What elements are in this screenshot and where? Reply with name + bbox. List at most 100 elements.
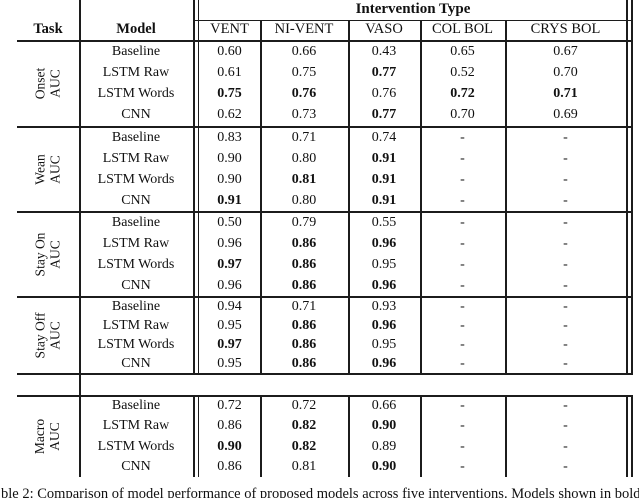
table-row: LSTM Words 0.97 0.86 0.95 - - (79, 254, 633, 275)
value-cell: 0.71 (291, 298, 317, 314)
table-row: CNN 0.62 0.73 0.77 0.70 0.69 (79, 105, 633, 126)
value-cell: - (460, 458, 465, 474)
intervention-type-header: Intervention Type (355, 1, 471, 17)
value-cell: 0.93 (371, 298, 397, 314)
value-cell: - (563, 317, 568, 333)
table-row: LSTM Words 0.90 0.81 0.91 - - (79, 169, 633, 190)
table-rule-after-stay-off (17, 373, 633, 375)
value-cell: - (563, 277, 568, 293)
table-rule-right-double-left (626, 0, 628, 374)
value-cell: 0.90 (371, 418, 397, 434)
value-cell: 0.72 (450, 86, 475, 102)
value-cell: 0.96 (371, 235, 397, 251)
model-cell: LSTM Raw (102, 235, 170, 251)
value-cell: 0.97 (217, 256, 242, 272)
value-cell: - (563, 458, 568, 474)
task-label-stay-on: Stay On AUC (17, 212, 79, 296)
value-cell: 0.91 (217, 192, 242, 208)
value-cell: 0.79 (291, 214, 317, 230)
model-cell: LSTM Words (97, 438, 175, 454)
value-cell: 0.86 (217, 458, 242, 474)
column-header-ni-vent: NI-VENT (274, 21, 334, 38)
value-cell: 0.75 (217, 86, 242, 102)
model-cell: Baseline (111, 129, 161, 145)
value-cell: 0.90 (217, 150, 242, 166)
value-cell: - (460, 214, 465, 230)
value-cell: 0.76 (371, 86, 397, 102)
value-cell: 0.86 (291, 277, 317, 293)
section-wean-auc: Wean AUC Baseline 0.83 0.71 0.74 - - LSTM Raw 0… (17, 127, 633, 211)
model-column-header: Model (116, 21, 156, 38)
column-header-crys-bol: CRYS BOL (530, 21, 601, 38)
task-label-line2: AUC (47, 69, 62, 98)
value-cell: - (563, 336, 568, 352)
value-cell: 0.72 (291, 398, 317, 414)
value-cell: 0.86 (291, 235, 317, 251)
value-cell: 0.70 (450, 107, 475, 123)
table-rule-task-model-separator (79, 0, 81, 477)
model-cell: Baseline (111, 43, 161, 59)
value-cell: 0.83 (217, 129, 242, 145)
table-row: Baseline 0.83 0.71 0.74 - - (79, 127, 633, 148)
value-cell: 0.95 (217, 355, 242, 371)
value-cell: 0.65 (450, 43, 475, 59)
table-rule-colbol-crysbol-separator (505, 19, 507, 374)
value-cell: 0.70 (553, 64, 578, 80)
table-rule-colbol-crysbol-separator (505, 395, 507, 477)
intervention-column-headers: VENT NI-VENT VASO COL BOL CRYS BOL (199, 20, 626, 41)
value-cell: 0.61 (217, 64, 242, 80)
value-cell: 0.77 (371, 107, 397, 123)
value-cell: 0.94 (217, 298, 242, 314)
model-cell: LSTM Words (97, 256, 175, 272)
table-row: CNN 0.86 0.81 0.90 - - (79, 457, 633, 477)
value-cell: 0.73 (291, 107, 317, 123)
value-cell: - (460, 192, 465, 208)
value-cell: 0.90 (371, 458, 397, 474)
table-row: LSTM Raw 0.61 0.75 0.77 0.52 0.70 (79, 62, 633, 83)
task-label-line2: AUC (46, 422, 62, 451)
section-stay-off-auc: Stay Off AUC Baseline 0.94 0.71 0.93- - LSTM … (17, 297, 633, 373)
value-cell: 0.89 (371, 438, 397, 454)
column-header-vent: VENT (210, 21, 249, 38)
value-cell: - (563, 192, 568, 208)
value-cell: 0.55 (371, 214, 397, 230)
value-cell: 0.91 (371, 192, 397, 208)
table-rule-under-intervention-type (193, 19, 633, 21)
table-rule-nivent-vaso-separator (348, 19, 350, 374)
value-cell: - (460, 171, 465, 187)
model-cell: LSTM Raw (102, 64, 170, 80)
task-label-line2: AUC (47, 239, 62, 269)
model-cell: Baseline (111, 214, 161, 230)
value-cell: 0.43 (371, 43, 397, 59)
table-row: CNN 0.95 0.86 0.96 - - (79, 354, 633, 373)
value-cell: 0.96 (217, 277, 242, 293)
value-cell: - (460, 235, 465, 251)
value-cell: 0.71 (553, 86, 578, 102)
value-cell: - (563, 150, 568, 166)
table-rule-vent-nivent-separator (260, 395, 262, 477)
value-cell: 0.80 (291, 192, 317, 208)
section-macro-auc: Macro AUC Baseline 0.72 0.72 0.66- - LSTM Raw… (17, 396, 633, 477)
model-cell: CNN (121, 277, 151, 293)
value-cell: - (563, 298, 568, 314)
task-label-macro: Macro AUC (17, 396, 79, 477)
value-cell: 0.96 (371, 317, 397, 333)
value-cell: 0.97 (217, 336, 242, 352)
value-cell: - (460, 355, 465, 371)
value-cell: - (460, 129, 465, 145)
table-row: Baseline 0.60 0.66 0.43 0.65 0.67 (79, 41, 633, 62)
value-cell: 0.69 (553, 107, 578, 123)
task-label-onset: Onset AUC (17, 41, 79, 126)
task-label-line1: Wean (32, 153, 48, 185)
value-cell: - (460, 398, 465, 414)
model-cell: LSTM Words (97, 86, 175, 102)
value-cell: 0.91 (371, 171, 397, 187)
model-cell: CNN (121, 355, 151, 371)
task-label-line1: Macro (32, 418, 48, 455)
table-rule-vaso-colbol-separator (420, 19, 422, 374)
task-label-stay-off: Stay Off AUC (17, 297, 79, 373)
task-label-wean: Wean AUC (17, 127, 79, 211)
value-cell: - (563, 355, 568, 371)
value-cell: 0.67 (553, 43, 578, 59)
task-label-line1: Stay Off (32, 312, 48, 358)
